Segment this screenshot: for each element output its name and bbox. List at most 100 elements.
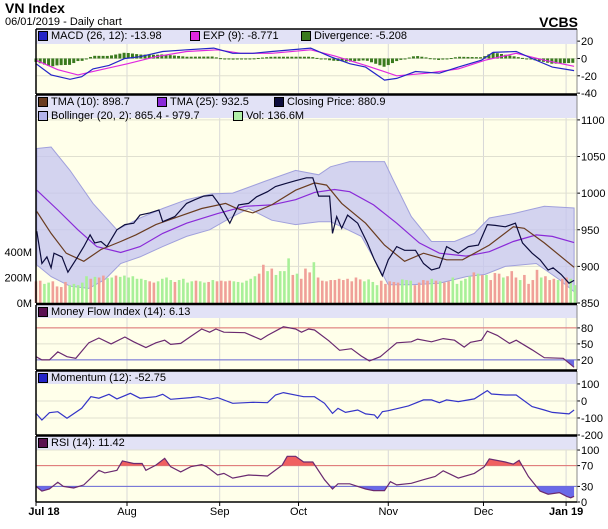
- divergence-bar: [265, 57, 269, 59]
- volume-bar: [123, 275, 126, 303]
- divergence-bar: [382, 58, 386, 67]
- volume-bar: [569, 278, 572, 303]
- volume-bar: [489, 280, 492, 303]
- legend-swatch-icon: [38, 307, 48, 317]
- divergence-bar: [76, 58, 80, 62]
- y-tick-label: -20: [581, 71, 597, 83]
- divergence-bar: [458, 56, 462, 59]
- volume-bar: [257, 273, 261, 303]
- volume-bar: [443, 282, 446, 303]
- y-tick-label: 1100: [581, 115, 605, 127]
- tma25-line: [36, 188, 575, 257]
- volume-bar: [535, 269, 539, 303]
- legend-swatch-icon: [157, 97, 167, 107]
- volume-bar: [497, 273, 501, 303]
- divergence-bar: [353, 58, 357, 62]
- divergence-bar: [403, 58, 407, 60]
- divergence-bar: [189, 56, 193, 59]
- divergence-bar: [311, 57, 315, 59]
- y-tick-label: 0: [581, 497, 587, 509]
- volume-bar: [76, 285, 80, 303]
- divergence-bar: [223, 58, 227, 60]
- volume-tick-label: 0M: [17, 298, 32, 310]
- volume-bar: [337, 278, 341, 303]
- divergence-bar: [319, 58, 323, 60]
- divergence-bar: [244, 58, 248, 60]
- volume-bar: [556, 280, 560, 303]
- volume-bar: [514, 277, 518, 303]
- divergence-bar: [51, 58, 55, 67]
- divergence-bar: [361, 58, 365, 61]
- divergence-bar: [378, 58, 382, 66]
- x-tick-label: Sep: [209, 506, 230, 518]
- divergence-bar: [68, 58, 72, 65]
- divergence-bar: [160, 54, 164, 59]
- volume-tick-label: 200M: [4, 273, 32, 285]
- divergence-bar: [520, 57, 524, 59]
- divergence-bar: [206, 56, 210, 59]
- volume-bar: [85, 276, 88, 303]
- y-tick-label: 50: [581, 339, 593, 351]
- volume-bar: [539, 277, 543, 303]
- volume-bar: [527, 283, 530, 303]
- divergence-bar: [474, 57, 478, 59]
- volume-bar: [51, 281, 55, 303]
- volume-bar: [114, 275, 118, 303]
- volume-bar: [320, 280, 324, 303]
- volume-bar: [228, 280, 231, 303]
- divergence-bar: [365, 58, 369, 61]
- divergence-bar: [185, 56, 189, 59]
- volume-bar: [472, 272, 476, 303]
- volume-tick-label: 400M: [4, 247, 32, 259]
- volume-bar: [502, 277, 505, 303]
- divergence-bar: [273, 56, 277, 59]
- volume-bar: [161, 278, 164, 303]
- divergence-bar: [432, 58, 436, 60]
- divergence-bar: [487, 54, 491, 59]
- legend-vol: Vol: 136.6M: [233, 110, 304, 122]
- volume-bar: [81, 282, 84, 303]
- volume-bar: [207, 281, 210, 303]
- divergence-bar: [466, 56, 470, 59]
- y-tick-label: 70: [581, 461, 593, 473]
- volume-bar: [177, 280, 181, 303]
- volume-bar: [518, 280, 522, 303]
- panel-mfi-legend-band: [36, 305, 577, 318]
- divergence-bar: [302, 56, 306, 59]
- divergence-bar: [63, 58, 67, 65]
- divergence-bar: [84, 58, 88, 60]
- x-tick-label: Oct: [289, 506, 308, 518]
- volume-bar: [211, 280, 215, 303]
- divergence-bar: [407, 57, 411, 59]
- volume-bar: [245, 280, 248, 303]
- volume-bar: [346, 278, 349, 303]
- legend-swatch-icon: [38, 31, 48, 41]
- volume-bar: [493, 273, 497, 303]
- y-tick-label: 850: [581, 298, 599, 310]
- volume-bar: [182, 278, 185, 303]
- divergence-bar: [290, 56, 294, 59]
- volume-bar: [367, 279, 370, 303]
- y-tick-label: -40: [581, 88, 597, 100]
- divergence-bar: [357, 58, 361, 61]
- y-tick-label: 100: [581, 445, 599, 457]
- divergence-bar: [80, 58, 84, 61]
- y-tick-label: 1000: [581, 188, 605, 200]
- volume-bar: [253, 276, 257, 303]
- divergence-bar: [323, 58, 327, 60]
- legend-label: TMA (10): 898.7: [51, 96, 130, 108]
- volume-bar: [485, 274, 488, 303]
- volume-bar: [110, 277, 114, 303]
- divergence-bar: [491, 52, 495, 59]
- legend-swatch-icon: [233, 111, 243, 121]
- volume-bar: [358, 279, 362, 303]
- divergence-bar: [231, 58, 235, 60]
- divergence-bar: [294, 56, 298, 59]
- y-tick-label: 0: [581, 53, 587, 65]
- mfi-line: [35, 326, 575, 368]
- divergence-bar: [571, 58, 575, 63]
- volume-bar: [548, 280, 551, 303]
- divergence-bar: [281, 56, 285, 59]
- y-tick-label: 900: [581, 261, 599, 273]
